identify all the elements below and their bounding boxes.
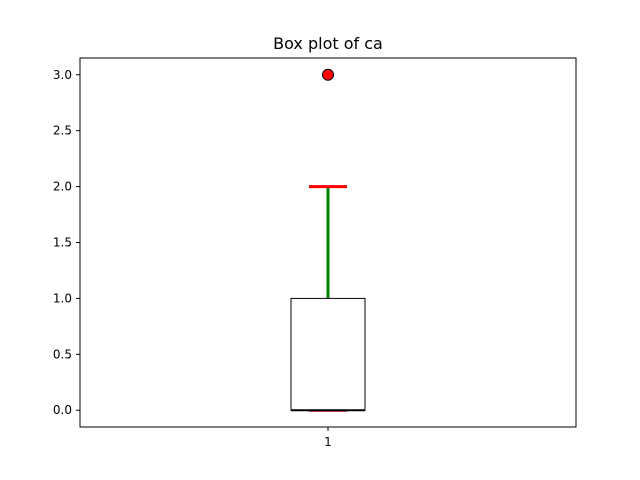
x-axis: 1 xyxy=(324,427,332,449)
x-tick-label: 1 xyxy=(324,435,332,449)
y-tick-label: 1.5 xyxy=(53,236,72,250)
chart-title: Box plot of ca xyxy=(273,34,383,53)
y-tick-label: 0.5 xyxy=(53,347,72,361)
y-tick-label: 0.0 xyxy=(53,403,72,417)
y-tick-label: 3.0 xyxy=(53,68,72,82)
y-tick-label: 1.0 xyxy=(53,291,72,305)
y-tick-label: 2.0 xyxy=(53,180,72,194)
box-plot-series xyxy=(290,68,366,412)
outlier-point xyxy=(322,68,334,81)
y-axis: 0.0 0.5 1.0 1.5 2.0 2.5 3.0 xyxy=(53,68,80,417)
box-iqr xyxy=(290,297,366,411)
y-tick-label: 2.5 xyxy=(53,124,72,138)
